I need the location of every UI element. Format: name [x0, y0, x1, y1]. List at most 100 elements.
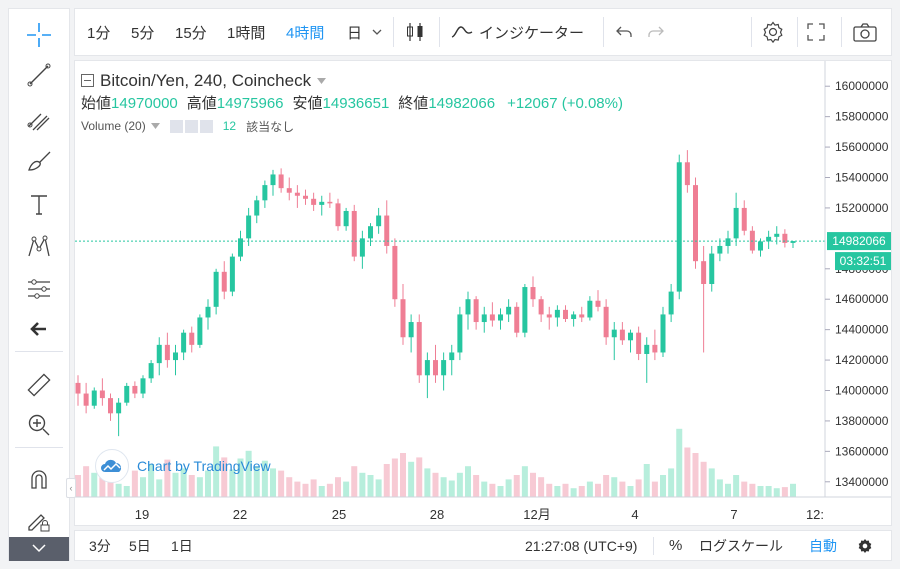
- candle-body: [514, 306, 520, 333]
- bottom-divider: [653, 537, 654, 555]
- volume-bar: [123, 486, 130, 497]
- range-1d[interactable]: 1日: [171, 537, 193, 554]
- back-arrow-icon[interactable]: [9, 311, 69, 347]
- volume-bar: [391, 458, 398, 497]
- crosshair-icon[interactable]: [9, 17, 69, 53]
- candle-body: [766, 236, 772, 242]
- candle-body: [148, 363, 154, 379]
- gear-icon[interactable]: [184, 119, 198, 133]
- candle-body: [238, 238, 243, 257]
- log-scale-toggle[interactable]: ログスケール: [699, 537, 783, 554]
- volume-bar: [416, 457, 423, 497]
- time-axis-label: 7: [730, 507, 737, 522]
- candle-body: [164, 344, 170, 361]
- bar-countdown: 03:32:51: [840, 254, 887, 268]
- interval-1d[interactable]: 日: [347, 9, 382, 55]
- ruler-icon[interactable]: [9, 367, 69, 403]
- candle-body: [717, 245, 723, 254]
- symbol-title[interactable]: Bitcoin/Yen, 240, Coincheck: [100, 71, 312, 90]
- volume-bar: [660, 475, 666, 497]
- volume-bar: [635, 479, 642, 497]
- volume-bar: [318, 486, 325, 497]
- volume-bar: [188, 475, 195, 497]
- fib-tool-icon[interactable]: [9, 101, 69, 137]
- volume-bar: [213, 446, 220, 497]
- candle-body: [156, 344, 162, 364]
- price-axis-label: 16000000: [835, 79, 889, 93]
- current-price-label: 14982066: [832, 234, 886, 248]
- volume-bar: [676, 428, 683, 497]
- chart-settings-button[interactable]: [857, 531, 873, 560]
- interval-15m[interactable]: 15分: [175, 24, 207, 42]
- fullscreen-button[interactable]: [807, 9, 825, 55]
- prediction-tool-icon[interactable]: [9, 271, 69, 307]
- chart-panel[interactable]: 16000000 15800000 15600000 15400000 15200000…: [74, 60, 892, 526]
- volume-bar: [716, 479, 723, 497]
- clock-timezone[interactable]: 21:27:08 (UTC+9): [525, 537, 638, 554]
- chevron-down-icon[interactable]: [317, 77, 327, 84]
- interval-1h[interactable]: 1時間: [227, 24, 266, 42]
- price-axis: 16000000 15800000 15600000 15400000 15200000…: [825, 79, 889, 489]
- price-axis-label: 14000000: [835, 384, 889, 398]
- candle-body: [733, 207, 739, 239]
- collapse-legend-icon[interactable]: [81, 74, 94, 87]
- camera-icon: [853, 23, 877, 42]
- candle-body: [546, 314, 552, 318]
- pattern-tool-icon[interactable]: [9, 229, 69, 265]
- range-3m[interactable]: 3分: [89, 537, 111, 554]
- indicators-button[interactable]: インジケーター: [451, 9, 584, 55]
- toolbar-collapse-button[interactable]: [9, 537, 69, 561]
- watermark-text: Chart by TradingView: [137, 458, 271, 474]
- settings-button[interactable]: [761, 9, 785, 55]
- volume-bar: [261, 460, 268, 497]
- brush-icon[interactable]: [9, 143, 69, 179]
- undo-button[interactable]: [615, 9, 633, 55]
- candle-body: [449, 352, 455, 361]
- candle-body: [400, 299, 406, 338]
- interval-1m[interactable]: 1分: [87, 24, 111, 42]
- indicators-label: インジケーター: [479, 24, 585, 42]
- interval-4h[interactable]: 4時間: [286, 24, 325, 42]
- chart-type-button[interactable]: [405, 9, 425, 55]
- candle-body: [441, 360, 447, 376]
- volume-bar: [554, 486, 561, 497]
- candle-body: [254, 200, 260, 216]
- auto-scale-toggle[interactable]: 自動: [809, 537, 837, 554]
- interval-5m[interactable]: 5分: [131, 24, 155, 42]
- tradingview-watermark[interactable]: Chart by TradingView: [95, 449, 271, 483]
- volume-study-label[interactable]: Volume (20): [81, 119, 146, 133]
- zoom-in-icon[interactable]: [9, 407, 69, 443]
- volume-bar: [684, 447, 691, 497]
- volume-bar: [196, 477, 203, 497]
- candle-body: [416, 322, 422, 376]
- text-tool-icon[interactable]: [9, 187, 69, 223]
- candle-body: [554, 309, 560, 318]
- price-chart[interactable]: 16000000 15800000 15600000 15400000 15200000…: [75, 61, 892, 526]
- left-toolbar-toggle[interactable]: ‹: [66, 478, 76, 498]
- magnet-icon[interactable]: [9, 461, 69, 497]
- close-icon[interactable]: [199, 119, 213, 133]
- candle-body: [481, 314, 487, 323]
- range-5d[interactable]: 5日: [129, 537, 151, 554]
- candle-body: [221, 271, 227, 292]
- trend-line-icon[interactable]: [9, 57, 69, 93]
- chevron-down-icon[interactable]: [150, 123, 160, 129]
- price-axis-label: 15200000: [835, 201, 889, 215]
- candle-body: [636, 332, 642, 354]
- redo-button[interactable]: [647, 9, 665, 55]
- volume-bar: [741, 481, 748, 497]
- candle-body: [628, 332, 633, 341]
- candle-body: [433, 360, 438, 376]
- candle-body: [335, 203, 341, 227]
- volume-bar: [75, 475, 81, 497]
- percent-toggle[interactable]: %: [669, 537, 683, 554]
- candle-body: [725, 238, 731, 246]
- volume-bar: [148, 464, 155, 497]
- volume-bar: [278, 470, 285, 497]
- volume-bar: [725, 483, 731, 497]
- lock-drawing-icon[interactable]: [9, 503, 69, 539]
- eye-icon[interactable]: [169, 119, 183, 133]
- snapshot-button[interactable]: [853, 9, 877, 55]
- volume-bar: [505, 479, 512, 497]
- price-axis-label: 14600000: [835, 292, 889, 306]
